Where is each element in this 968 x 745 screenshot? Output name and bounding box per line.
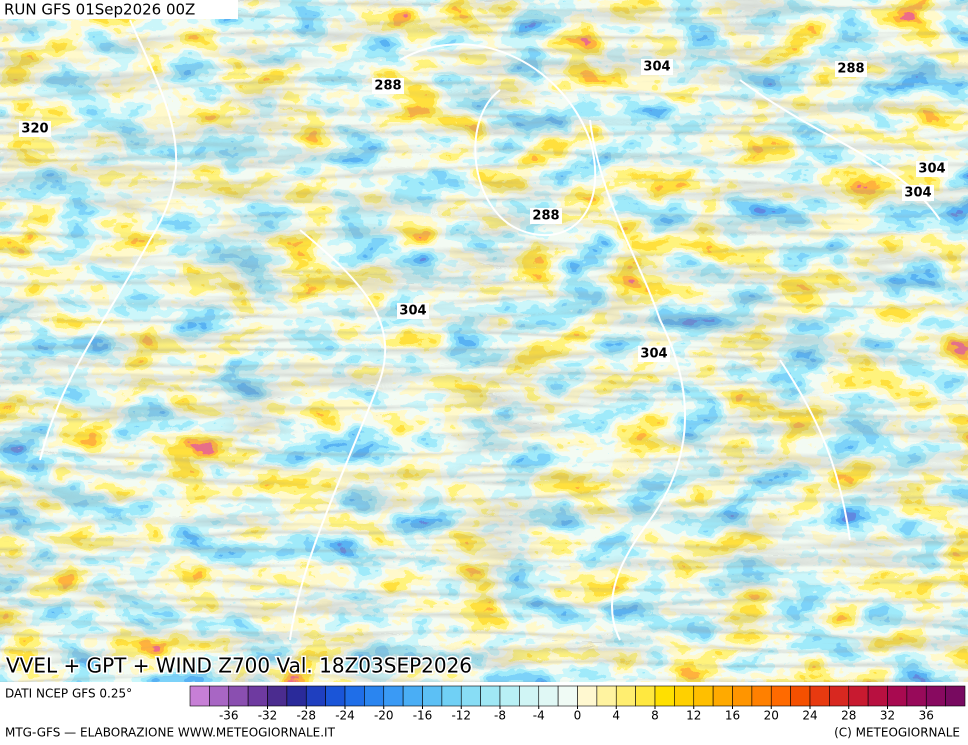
color-swatch (906, 685, 927, 707)
contour-label: 288 (374, 79, 401, 94)
map-title: VVEL + GPT + WIND Z700 Val. 18Z03SEP2026 (6, 654, 472, 678)
color-swatch (344, 685, 365, 707)
color-swatch (557, 685, 578, 707)
tick-label: 24 (802, 709, 817, 723)
tick-label: -16 (413, 709, 433, 723)
color-swatch (635, 685, 656, 707)
contour-label-bg (902, 185, 934, 201)
footer-right: (C) METEOGIORNALE (834, 726, 960, 740)
color-swatch (189, 685, 210, 707)
contour-label-bg (397, 303, 429, 319)
color-swatch (228, 685, 249, 707)
contour-label: 304 (640, 347, 667, 362)
color-swatch (945, 685, 966, 707)
color-swatch (286, 685, 307, 707)
color-swatch (732, 685, 753, 707)
colorbar: -36 -32 -28 -24 -20 -16 -12 -8 -4 0 4 8 12 16 20 24 28 32… (189, 685, 966, 723)
color-swatch (383, 685, 404, 707)
tick-label: -36 (219, 709, 239, 723)
color-swatch (460, 685, 481, 707)
contour-label-bg (372, 78, 404, 94)
color-swatch (615, 685, 636, 707)
color-swatch (402, 685, 423, 707)
tick-label: -24 (335, 709, 355, 723)
tick-label: -8 (494, 709, 506, 723)
contour-label-bg (641, 59, 673, 75)
tick-label: 16 (725, 709, 740, 723)
color-swatch (577, 685, 598, 707)
tick-label: -20 (374, 709, 394, 723)
color-swatch (267, 685, 288, 707)
run-label: RUN GFS 01Sep2026 00Z (4, 1, 195, 19)
tick-label: -28 (296, 709, 316, 723)
run-box (0, 0, 238, 19)
color-swatch (209, 685, 230, 707)
contour-line (399, 43, 597, 236)
contour-line (289, 229, 387, 641)
tick-label: 36 (919, 709, 934, 723)
source-label: DATI NCEP GFS 0.25° (5, 687, 132, 701)
color-swatch (247, 685, 268, 707)
tick-label: 20 (764, 709, 779, 723)
color-swatch (693, 685, 714, 707)
contour-label-bg (530, 208, 562, 224)
contour-label: 288 (837, 62, 864, 77)
color-swatch (305, 685, 326, 707)
contour-label-bg (835, 61, 867, 77)
color-swatch (790, 685, 811, 707)
color-swatch (364, 685, 385, 707)
color-swatch (538, 685, 559, 707)
tick-label: -12 (451, 709, 471, 723)
tick-label: 12 (686, 709, 701, 723)
color-swatch (867, 685, 888, 707)
color-swatch (480, 685, 501, 707)
tick-label: 4 (612, 709, 620, 723)
color-swatch (925, 685, 946, 707)
tick-label: 32 (880, 709, 895, 723)
contour-labels: 288 304 288 320 304 304 288 304 304 (19, 59, 948, 362)
tick-label: -32 (258, 709, 278, 723)
tick-label: -4 (533, 709, 545, 723)
color-swatch (809, 685, 830, 707)
color-swatch (422, 685, 443, 707)
color-swatch (674, 685, 695, 707)
color-swatch (441, 685, 462, 707)
contour-label-bg (638, 346, 670, 362)
gpt-contours (39, 19, 941, 641)
map-area: 288 304 288 320 304 304 288 304 304 RUN GFS 01Se… (0, 0, 968, 682)
color-swatch (848, 685, 869, 707)
wind-streamlines (0, 0, 968, 682)
contour-label-bg (19, 121, 51, 137)
color-swatch (519, 685, 540, 707)
color-swatch (751, 685, 772, 707)
color-swatch (712, 685, 733, 707)
contour-line (589, 119, 686, 641)
contour-label: 288 (532, 209, 559, 224)
footer-left: MTG-GFS — ELABORAZIONE WWW.METEOGIORNALE… (5, 726, 336, 740)
contour-line (779, 359, 851, 541)
contour-label: 304 (904, 186, 931, 201)
tick-label: 28 (841, 709, 856, 723)
color-swatch (654, 685, 675, 707)
color-swatch (596, 685, 617, 707)
color-swatch (887, 685, 908, 707)
tick-label: 0 (574, 709, 582, 723)
contour-label-bg (916, 161, 948, 177)
contour-label: 320 (21, 122, 48, 137)
color-swatch (499, 685, 520, 707)
color-swatch (325, 685, 346, 707)
contour-line (39, 19, 178, 461)
color-swatch (829, 685, 850, 707)
contour-label: 304 (399, 304, 426, 319)
contour-label: 304 (918, 162, 945, 177)
contour-label: 304 (643, 60, 670, 75)
tick-label: 8 (651, 709, 659, 723)
color-swatch (770, 685, 791, 707)
